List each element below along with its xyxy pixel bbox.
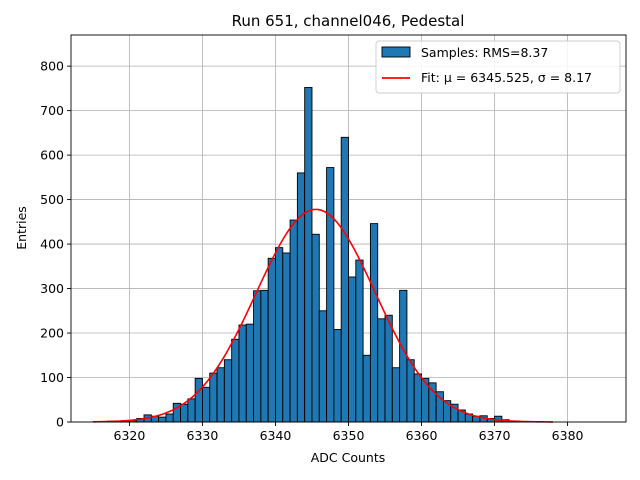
histogram-bar (362, 354, 371, 423)
histogram-bar (413, 373, 422, 423)
x-tick-label: 6350 (333, 428, 365, 443)
histogram-bar (377, 318, 386, 423)
y-tick-label: 100 (40, 370, 64, 385)
legend-box (375, 40, 621, 94)
histogram-bar (391, 367, 401, 423)
histogram-bar (216, 367, 225, 423)
legend-label-fit: Fit: μ = 6345.525, σ = 8.17 (421, 70, 592, 85)
histogram-bar (245, 323, 255, 423)
x-tick-label: 6360 (406, 428, 438, 443)
y-tick-label: 200 (40, 326, 64, 341)
histogram-bar (267, 257, 276, 423)
histogram-bar (289, 219, 298, 423)
histogram-bar (201, 386, 211, 423)
histogram-bar (223, 359, 233, 423)
x-axis-ticks: 6320 6330 6340 6350 6360 6370 6380 (114, 422, 584, 443)
histogram-bar (435, 391, 444, 423)
histogram-bar (187, 398, 196, 423)
histogram-bar (369, 223, 379, 423)
y-tick-label: 0 (56, 415, 64, 430)
x-tick-label: 6330 (187, 428, 219, 443)
y-axis-label: Entries (14, 206, 29, 250)
histogram-bar (318, 310, 328, 423)
histogram-bar (260, 289, 269, 423)
legend-swatch-samples (381, 46, 411, 58)
legend-label-samples: Samples: RMS=8.37 (421, 45, 548, 60)
histogram-bar (253, 290, 262, 423)
histogram-bar (311, 233, 320, 423)
histogram-bar (282, 252, 291, 423)
histogram-bar (296, 172, 306, 423)
x-tick-label: 6370 (479, 428, 511, 443)
y-tick-label: 800 (40, 59, 64, 74)
histogram-bar (231, 338, 240, 423)
legend: Samples: RMS=8.37 Fit: μ = 6345.525, σ =… (375, 40, 621, 94)
histogram-bar (238, 324, 247, 423)
histogram-bar (158, 416, 167, 423)
x-tick-label: 6340 (260, 428, 292, 443)
y-tick-label: 400 (40, 237, 64, 252)
histogram-bar (209, 372, 218, 423)
x-tick-label: 6380 (552, 428, 584, 443)
y-tick-label: 300 (40, 281, 64, 296)
histogram-bar (340, 136, 349, 423)
histogram-bar (399, 289, 408, 423)
histogram-bar (384, 314, 393, 423)
histogram-bar (355, 259, 364, 423)
histogram-bar (165, 413, 174, 423)
fit-curve (92, 208, 553, 423)
histogram-bar (275, 247, 284, 423)
histogram-bar (304, 87, 313, 423)
histogram-bar (326, 167, 335, 423)
x-axis-label: ADC Counts (311, 450, 386, 465)
histogram-bar (194, 377, 203, 423)
histogram-bar (348, 276, 357, 423)
y-tick-label: 600 (40, 148, 64, 163)
chart-title: Run 651, channel046, Pedestal (232, 12, 465, 30)
y-tick-label: 700 (40, 103, 64, 118)
x-tick-label: 6320 (114, 428, 146, 443)
y-tick-label: 500 (40, 192, 64, 207)
histogram-bar (180, 403, 189, 423)
histogram-bar (406, 359, 415, 423)
y-axis-ticks: 0 100 200 300 400 500 600 700 800 (40, 59, 71, 430)
histogram-bar (333, 329, 342, 423)
